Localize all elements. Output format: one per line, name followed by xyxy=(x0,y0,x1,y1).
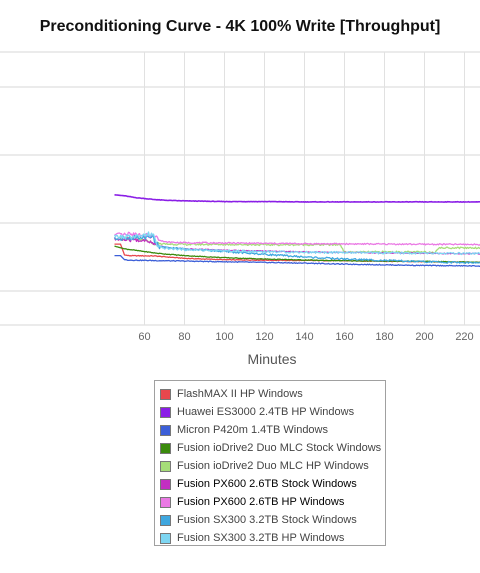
x-tick-label: 60 xyxy=(138,331,150,343)
legend-label: Micron P420m 1.4TB Windows xyxy=(177,424,328,436)
legend-label: Fusion SX300 3.2TB HP Windows xyxy=(177,532,345,544)
x-tick-label: 100 xyxy=(215,331,233,343)
line-chart: 6080100120140160180200220240260280 Minut… xyxy=(0,51,480,367)
legend-item[interactable]: Fusion PX600 2.6TB HP Windows xyxy=(160,493,385,511)
series-line-2 xyxy=(114,194,480,203)
legend-swatch xyxy=(160,460,171,472)
x-tick-label: 80 xyxy=(178,331,190,343)
chart-title: Preconditioning Curve - 4K 100% Write [T… xyxy=(39,18,441,35)
legend-item[interactable]: Fusion SX300 3.2TB HP Windows xyxy=(160,529,385,547)
legend-swatch xyxy=(160,478,171,490)
legend-item[interactable]: Huawei ES3000 2.4TB HP Windows xyxy=(160,403,385,421)
legend-label: Fusion ioDrive2 Duo MLC Stock Windows xyxy=(177,442,382,454)
legend-item[interactable]: Micron P420m 1.4TB Windows xyxy=(160,421,385,439)
legend-swatch xyxy=(160,532,171,544)
legend-label: Huawei ES3000 2.4TB HP Windows xyxy=(177,406,355,418)
legend-label: Fusion PX600 2.6TB Stock Windows xyxy=(177,478,357,490)
series-line-3 xyxy=(114,254,480,268)
series-line-7 xyxy=(114,231,480,246)
legend-item[interactable]: Fusion SX300 3.2TB Stock Windows xyxy=(160,511,385,529)
x-axis-title: Minutes xyxy=(247,351,296,367)
x-tick-label: 220 xyxy=(455,331,473,343)
legend-swatch xyxy=(160,388,171,400)
x-tick-label: 140 xyxy=(295,331,313,343)
legend-swatch xyxy=(160,442,171,454)
series-line-9 xyxy=(113,231,480,256)
x-tick-label: 120 xyxy=(255,331,273,343)
legend-label: Fusion SX300 3.2TB Stock Windows xyxy=(177,514,357,526)
legend-item[interactable]: Fusion PX600 2.6TB Stock Windows xyxy=(160,475,385,493)
x-tick-label: 180 xyxy=(375,331,393,343)
legend-item[interactable]: FlashMAX II HP Windows xyxy=(160,385,385,403)
legend: FlashMAX II HP Windows Huawei ES3000 2.4T… xyxy=(154,380,386,546)
series-line-4 xyxy=(114,245,480,264)
legend-label: Fusion ioDrive2 Duo MLC HP Windows xyxy=(177,460,369,472)
legend-item[interactable]: Fusion ioDrive2 Duo MLC HP Windows xyxy=(160,457,385,475)
legend-swatch xyxy=(160,406,171,418)
legend-swatch xyxy=(160,514,171,526)
legend-swatch xyxy=(160,496,171,508)
legend-item[interactable]: Fusion ioDrive2 Duo MLC Stock Windows xyxy=(160,439,385,457)
legend-swatch xyxy=(160,424,171,436)
x-tick-label: 160 xyxy=(335,331,353,343)
legend-label: FlashMAX II HP Windows xyxy=(177,388,303,400)
legend-label: Fusion PX600 2.6TB HP Windows xyxy=(177,496,345,508)
x-tick-label: 200 xyxy=(415,331,433,343)
